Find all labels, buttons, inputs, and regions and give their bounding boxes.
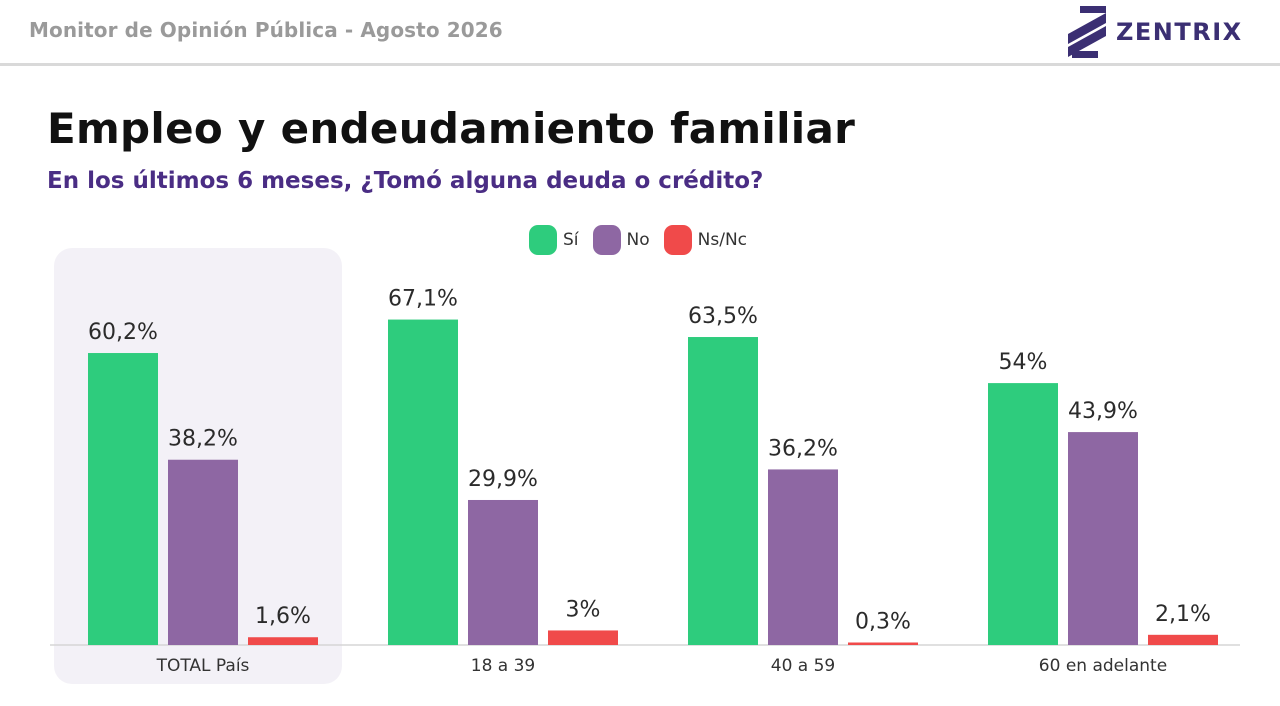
category-label-1: 18 a 39 <box>471 656 536 676</box>
data-label-2-0: 1,6% <box>255 604 311 629</box>
data-label-1-1: 29,9% <box>468 467 538 492</box>
bar-0-1 <box>388 319 458 645</box>
legend-label-nsnc: Ns/Nc <box>697 230 748 250</box>
bar-0-0 <box>88 353 158 645</box>
brand-logo-icon <box>1068 6 1106 58</box>
bar-1-1 <box>468 499 538 645</box>
bar-2-2 <box>848 642 918 645</box>
legend-swatch-si <box>529 225 557 255</box>
category-label-0: TOTAL País <box>156 656 250 676</box>
brand-block: ZENTRIX <box>1066 4 1276 60</box>
legend-label-si: Sí <box>563 230 579 250</box>
data-label-0-2: 63,5% <box>688 304 758 329</box>
legend-item-no: No <box>592 225 650 255</box>
legend-label-no: No <box>626 230 650 250</box>
bar-1-3 <box>1068 432 1138 645</box>
data-label-1-3: 43,9% <box>1068 399 1138 424</box>
bar-2-0 <box>248 637 318 645</box>
bar-2-1 <box>548 630 618 645</box>
report-title: Monitor de Opinión Pública - Agosto 2026 <box>29 18 503 42</box>
bar-1-2 <box>768 469 838 645</box>
legend-item-nsnc: Ns/Nc <box>663 225 748 255</box>
category-label-3: 60 en adelante <box>1039 656 1167 676</box>
legend-swatch-nsnc <box>663 225 692 255</box>
data-label-1-0: 38,2% <box>168 427 238 452</box>
brand-name: ZENTRIX <box>1116 18 1243 46</box>
data-label-0-1: 67,1% <box>388 287 458 312</box>
category-label-2: 40 a 59 <box>771 656 836 676</box>
bar-2-3 <box>1148 634 1218 645</box>
data-label-1-2: 36,2% <box>768 436 838 461</box>
data-label-2-3: 2,1% <box>1155 602 1211 627</box>
legend-item-si: Sí <box>529 225 579 255</box>
chart-subtitle: En los últimos 6 meses, ¿Tomó alguna deu… <box>47 168 764 194</box>
bar-0-2 <box>688 337 758 645</box>
data-label-2-2: 0,3% <box>855 610 911 635</box>
bar-0-3 <box>988 383 1058 645</box>
bar-1-0 <box>168 459 238 645</box>
data-label-0-3: 54% <box>999 350 1048 375</box>
legend-swatch-no <box>592 225 621 255</box>
legend: Sí No Ns/Nc <box>529 225 761 255</box>
data-label-2-1: 3% <box>566 597 601 622</box>
chart-title: Empleo y endeudamiento familiar <box>47 104 856 153</box>
data-label-0-0: 60,2% <box>88 320 158 345</box>
header-bar: Monitor de Opinión Pública - Agosto 2026… <box>0 0 1280 66</box>
